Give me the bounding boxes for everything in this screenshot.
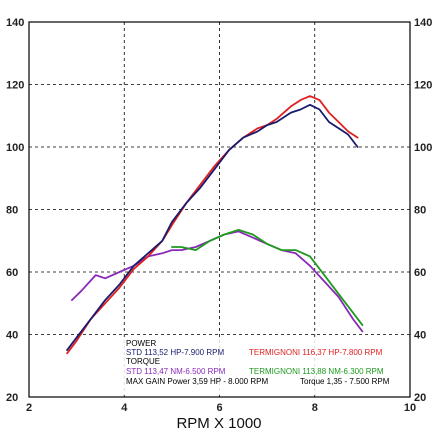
- legend-torque-header: TORQUE: [126, 357, 160, 366]
- x-tick-label: 6: [216, 402, 222, 414]
- x-tick-label: 10: [404, 402, 416, 414]
- x-tick-label: 8: [312, 402, 318, 414]
- series-line-std-power: [66, 103, 359, 352]
- y-tick-label-right: 140: [414, 17, 432, 29]
- legend-gain-torque: Torque 1,35 - 7.500 RPM: [300, 377, 390, 386]
- plot-frame: [28, 21, 411, 398]
- y-tick-label-left: 120: [6, 80, 24, 92]
- y-tick-label-left: 100: [6, 142, 24, 154]
- y-tick-label-left: 60: [6, 267, 18, 279]
- x-axis-label: RPM X 1000: [176, 415, 261, 432]
- y-tick-label-left: 20: [6, 392, 18, 404]
- legend-power-termignoni: TERMIGNONI 116,37 HP-7.800 RPM: [249, 348, 383, 357]
- y-tick-label-right: 100: [414, 142, 432, 154]
- legend-power-std: STD 113,52 HP-7.900 RPM: [126, 348, 224, 357]
- x-tick-label: 2: [26, 402, 32, 414]
- y-tick-label-left: 80: [6, 205, 18, 217]
- legend-torque-termignoni: TERMIGNONI 113,88 NM-6.300 RPM: [249, 367, 384, 376]
- legend-power-header: POWER: [126, 339, 156, 348]
- series-lines: [66, 95, 364, 355]
- legend: POWER STD 113,52 HP-7.900 RPM TERMIGNONI…: [123, 338, 409, 395]
- series-line-termignoni-power: [66, 95, 359, 355]
- y-axis-right: 20 40 60 80 100 120 140: [414, 17, 432, 404]
- y-tick-label-right: 40: [414, 330, 426, 342]
- legend-box: [123, 338, 409, 395]
- grid-lines: [29, 22, 410, 397]
- y-tick-label-right: 20: [414, 392, 426, 404]
- series-line-termignoni-torque: [170, 228, 364, 327]
- y-axis-left: 20 40 60 80 100 120 140: [6, 17, 24, 404]
- y-tick-label-right: 60: [414, 267, 426, 279]
- y-tick-label-right: 80: [414, 205, 426, 217]
- x-tick-label: 4: [121, 402, 128, 414]
- series-line-std-torque: [71, 230, 364, 333]
- y-tick-label-right: 120: [414, 80, 432, 92]
- legend-gain-power: MAX GAIN Power 3,59 HP - 8.000 RPM: [126, 377, 268, 386]
- x-axis: 2 4 6 8 10: [26, 402, 416, 414]
- y-tick-label-left: 140: [6, 17, 24, 29]
- legend-torque-std: STD 113,47 NM-6.500 RPM: [126, 367, 226, 376]
- y-tick-label-left: 40: [6, 330, 18, 342]
